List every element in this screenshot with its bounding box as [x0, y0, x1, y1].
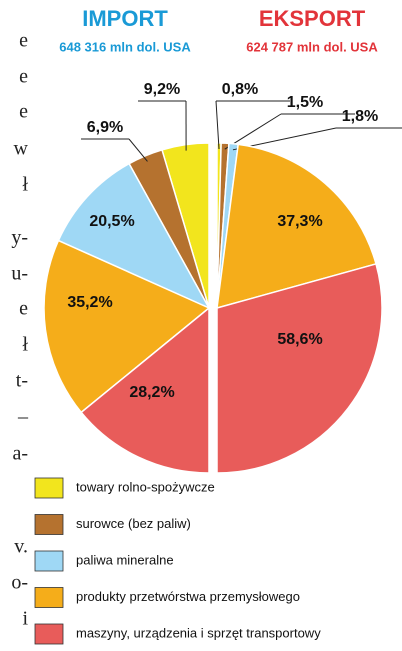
pie-slice [216, 263, 383, 474]
legend-swatch [34, 477, 64, 499]
legend-swatch [34, 550, 64, 572]
value-label: 58,6% [277, 331, 322, 348]
export-title: EKSPORT [259, 6, 366, 31]
margin-text: e [19, 101, 28, 123]
margin-text: a- [12, 443, 28, 465]
margin-text: v. [14, 536, 28, 558]
legend-label: towary rolno-spożywcze [76, 479, 215, 494]
value-label: 20,5% [89, 213, 134, 230]
margin-text: e [19, 66, 28, 88]
import-title: IMPORT [82, 6, 168, 31]
value-label: 9,2% [144, 81, 180, 98]
value-label: 6,9% [87, 119, 123, 136]
value-label: 35,2% [67, 294, 112, 311]
margin-text: e [19, 298, 28, 320]
legend-label: surowce (bez paliw) [76, 516, 191, 531]
margin-text: e [19, 30, 28, 52]
margin-text: w [14, 138, 29, 160]
margin-text: t- [16, 370, 28, 392]
pie-slice [57, 162, 211, 310]
pie-slice [43, 239, 211, 414]
margin-text: i [22, 608, 28, 630]
import-total: 648 316 mln dol. USA [59, 39, 191, 54]
pie-slice [80, 306, 210, 474]
margin-text: ł [22, 334, 28, 356]
margin-text: u- [11, 263, 28, 285]
legend-swatch [34, 587, 64, 608]
legend-label: produkty przetwórstwa przemysłowego [76, 589, 300, 604]
margin-text: – [17, 406, 29, 428]
margin-text: y- [11, 227, 28, 249]
legend-label: maszyny, urządzenia i sprzęt transportow… [76, 625, 321, 640]
legend-swatch [34, 514, 64, 535]
leader-line [128, 138, 148, 162]
value-label: 1,8% [342, 108, 378, 125]
legend-swatch [34, 623, 64, 645]
value-label: 28,2% [129, 384, 174, 401]
margin-text: o- [11, 572, 28, 594]
leader-line [215, 100, 220, 150]
export-total: 624 787 mln dol. USA [246, 39, 378, 54]
value-label: 37,3% [277, 213, 322, 230]
pie-slice [216, 143, 377, 310]
margin-text: ł [22, 174, 28, 196]
legend-label: paliwa mineralne [76, 552, 174, 567]
value-label: 0,8% [222, 81, 258, 98]
value-label: 1,5% [287, 94, 323, 111]
